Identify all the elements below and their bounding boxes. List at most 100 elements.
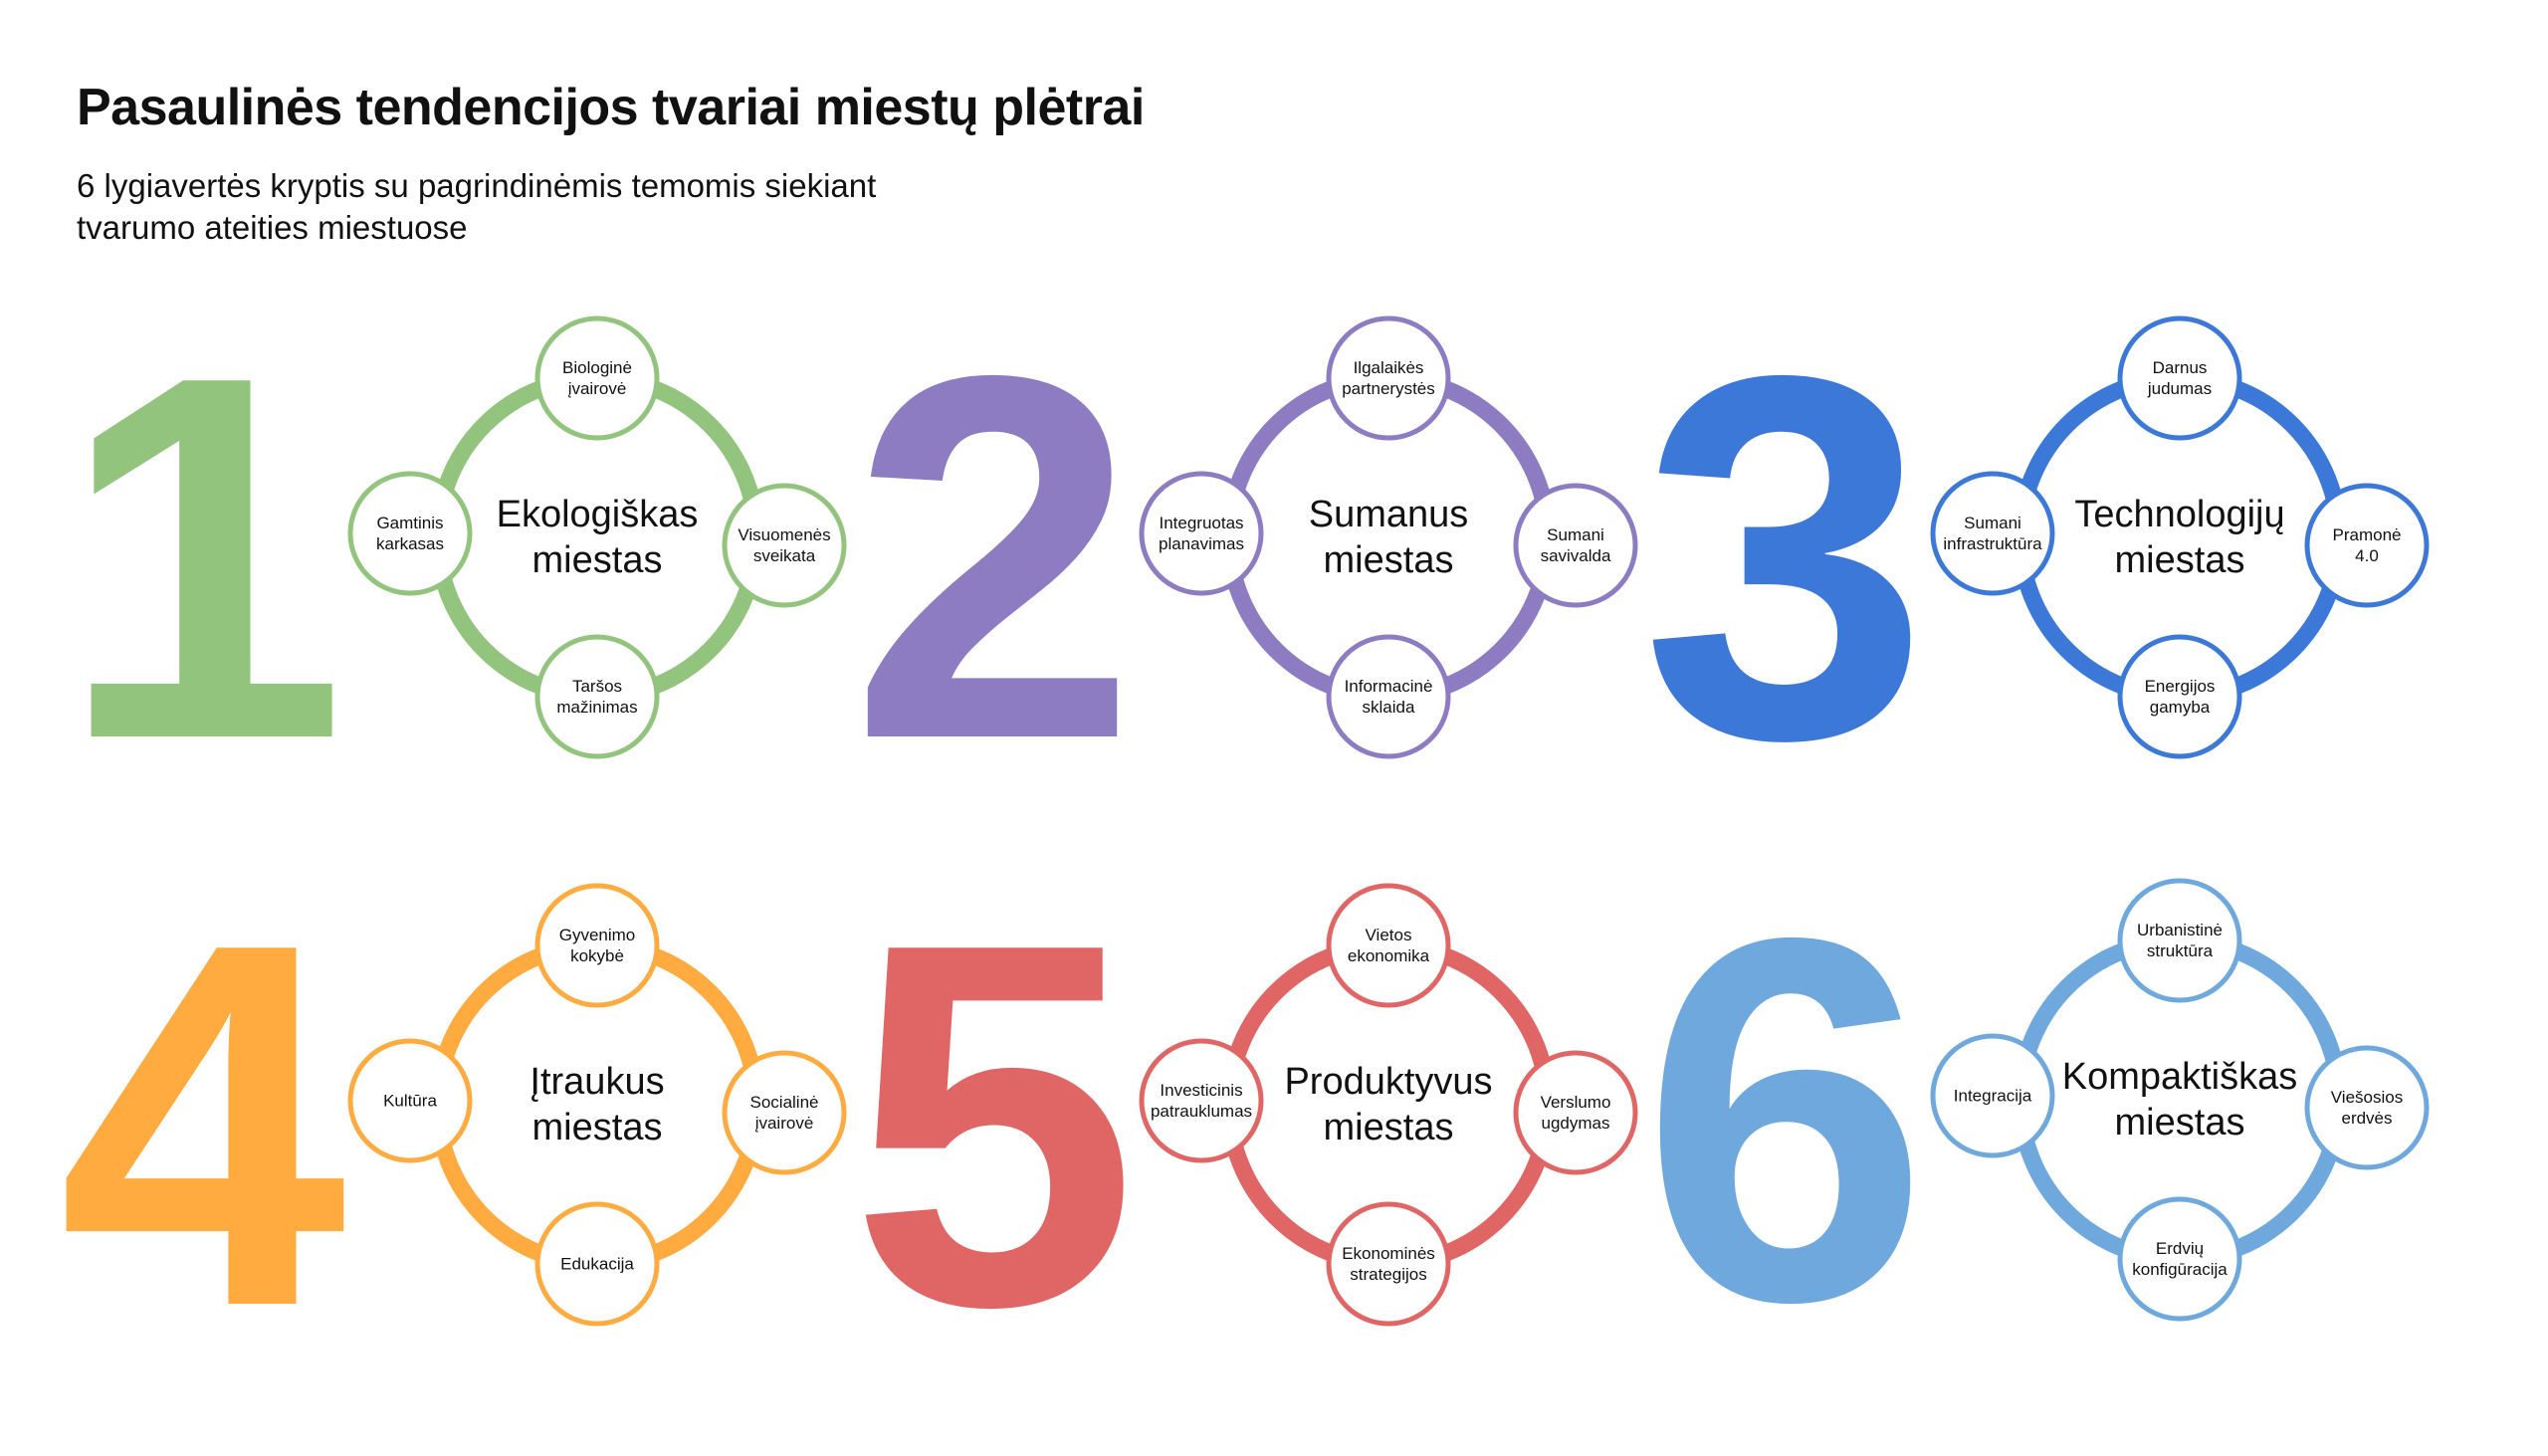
theme-label: Investicinis	[1160, 1081, 1242, 1100]
direction-title: Kompaktiškas	[2062, 1056, 2298, 1098]
direction-title: miestas	[1324, 539, 1454, 581]
theme-node-left: Kultūra	[347, 1038, 473, 1163]
theme-node-circle	[1139, 471, 1264, 596]
subtitle-line: 6 lygiavertės kryptis su pagrindinėmis t…	[77, 167, 877, 204]
direction-title: miestas	[532, 539, 663, 581]
direction-title: Ekologiškas	[497, 494, 699, 535]
theme-label: ugdymas	[1542, 1114, 1610, 1133]
theme-node-right: Socialinė įvairovė	[722, 1050, 847, 1175]
theme-label: Darnus	[2153, 358, 2208, 377]
theme-label: savivalda	[1541, 546, 1611, 565]
theme-label: Taršos	[572, 677, 622, 696]
theme-node-top: Gyvenimo kokybė	[534, 883, 660, 1008]
page-subtitle: 6 lygiavertės kryptis su pagrindinėmis t…	[77, 165, 972, 249]
direction-number: 4	[59, 836, 350, 1414]
theme-node-circle	[1513, 1050, 1638, 1175]
theme-node-circle	[1326, 315, 1451, 441]
theme-node-top: Biologinė įvairovė	[534, 315, 660, 441]
theme-node-right: Verslumo ugdymas	[1513, 1050, 1638, 1175]
page-title: Pasaulinės tendencijos tvariai miestų pl…	[77, 79, 1145, 136]
theme-node-circle	[722, 483, 847, 608]
theme-node-left: Sumani infrastruktūra	[1930, 471, 2055, 596]
theme-node-left: Gamtinis karkasas	[347, 471, 473, 596]
theme-node-right: Visuomenės sveikata	[722, 483, 847, 608]
theme-label: Integracija	[1954, 1087, 2032, 1106]
direction-title: miestas	[1324, 1107, 1454, 1148]
direction-number: 2	[850, 269, 1138, 847]
theme-node-bottom: Energijos gamyba	[2117, 634, 2242, 759]
theme-label: Pramonė	[2333, 525, 2402, 544]
direction-title: Įtraukus	[530, 1061, 664, 1103]
theme-label: partnerystės	[1342, 379, 1435, 398]
theme-label: įvairovė	[568, 379, 627, 398]
theme-node-circle	[1326, 883, 1451, 1008]
theme-node-circle	[2117, 634, 2242, 759]
direction-title: miestas	[2115, 1102, 2245, 1144]
theme-node-circle	[722, 1050, 847, 1175]
theme-node-bottom: Edukacija	[534, 1201, 660, 1327]
theme-node-circle	[347, 1038, 473, 1163]
theme-label: Gamtinis	[376, 514, 443, 532]
theme-node-circle	[1326, 634, 1451, 759]
theme-node-left: Integracija	[1930, 1033, 2055, 1158]
theme-node-circle	[534, 315, 660, 441]
theme-node-left: Integruotas planavimas	[1139, 471, 1264, 596]
theme-node-circle	[2117, 878, 2242, 1003]
theme-label: Kultūra	[383, 1092, 437, 1111]
theme-label: sveikata	[753, 546, 816, 565]
direction-title: miestas	[2115, 539, 2245, 581]
theme-label: patrauklumas	[1151, 1102, 1252, 1121]
theme-label: Ilgalaikės	[1354, 358, 1424, 377]
theme-node-circle	[2304, 483, 2430, 608]
theme-node-right: Pramonė 4.0	[2304, 483, 2430, 608]
theme-node-right: Viešosios erdvės	[2304, 1045, 2430, 1170]
theme-label: Energijos	[2145, 677, 2216, 696]
theme-label: karkasas	[376, 534, 444, 553]
theme-label: Vietos	[1366, 926, 1412, 944]
direction-number: 3	[1641, 269, 1929, 847]
theme-node-left: Investicinis patrauklumas	[1139, 1038, 1264, 1163]
theme-label: konfigūracija	[2132, 1260, 2228, 1279]
theme-label: kokybė	[570, 946, 624, 965]
theme-node-top: Ilgalaikės partnerystės	[1326, 315, 1451, 441]
theme-node-circle	[1513, 483, 1638, 608]
theme-label: Urbanistinė	[2137, 921, 2223, 939]
theme-label: Integruotas	[1159, 514, 1243, 532]
theme-label: įvairovė	[755, 1114, 814, 1133]
theme-node-circle	[1326, 1201, 1451, 1327]
theme-node-circle	[2117, 315, 2242, 441]
theme-node-circle	[534, 883, 660, 1008]
direction-number: 6	[1641, 831, 1929, 1409]
theme-node-right: Sumani savivalda	[1513, 483, 1638, 608]
theme-node-top: Darnus judumas	[2117, 315, 2242, 441]
theme-label: erdvės	[2341, 1109, 2392, 1128]
theme-node-circle	[1930, 1033, 2055, 1158]
theme-label: Verslumo	[1541, 1093, 1611, 1112]
theme-label: Biologinė	[562, 358, 632, 377]
direction-title: miestas	[532, 1107, 663, 1148]
theme-node-circle	[1139, 1038, 1264, 1163]
theme-label: Sumani	[1964, 514, 2021, 532]
theme-label: Gyvenimo	[559, 926, 636, 944]
theme-node-circle	[2304, 1045, 2430, 1170]
direction-number: 5	[850, 836, 1138, 1414]
theme-label: sklaida	[1363, 698, 1415, 717]
theme-node-bottom: Erdvių konfigūracija	[2117, 1196, 2242, 1322]
subtitle-line: tvarumo ateities miestuose	[77, 209, 468, 246]
theme-label: ekonomika	[1348, 946, 1430, 965]
direction-title: Sumanus	[1309, 494, 1469, 535]
theme-label: 4.0	[2355, 546, 2379, 565]
theme-label: Informacinė	[1345, 677, 1433, 696]
theme-label: struktūra	[2147, 941, 2214, 960]
theme-label: strategijos	[1350, 1265, 1426, 1284]
theme-label: Socialinė	[750, 1093, 819, 1112]
direction-number: 1	[59, 269, 346, 847]
theme-label: Sumani	[1547, 525, 1604, 544]
theme-label: judumas	[2147, 379, 2212, 398]
